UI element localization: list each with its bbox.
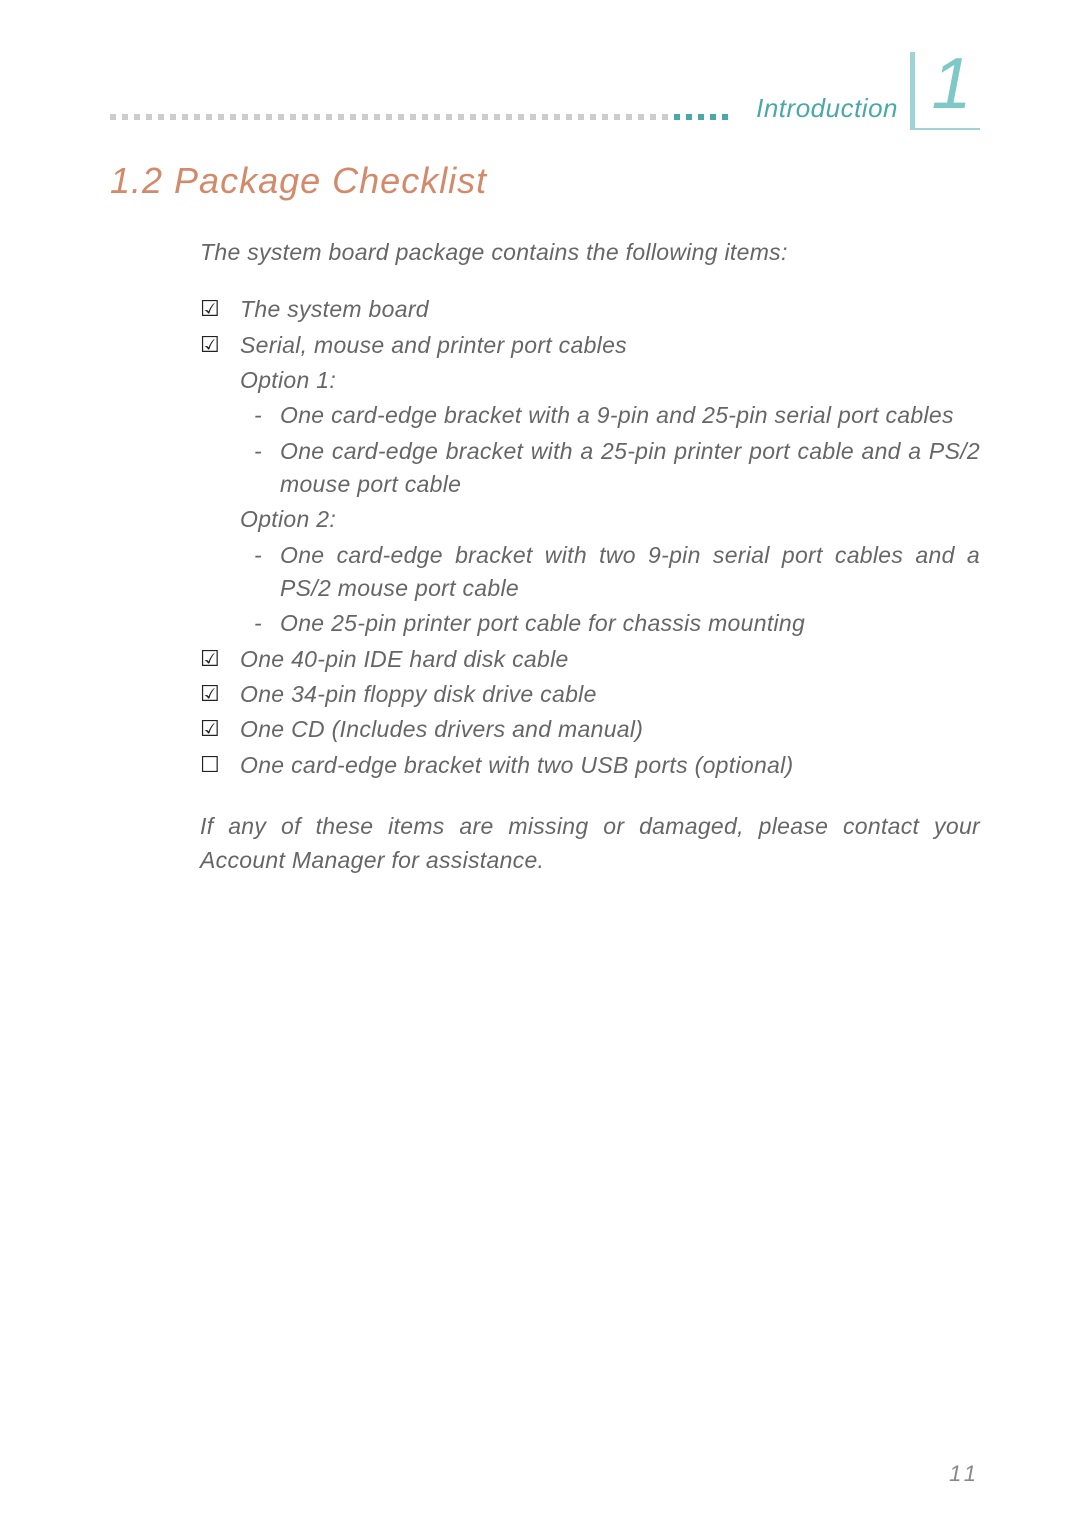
checked-icon: ☑ [200, 329, 240, 361]
page-header: Introduction 1 [110, 50, 980, 130]
sub-text: One 25-pin printer port cable for chassi… [280, 607, 805, 640]
sub-text: One card-edge bracket with a 25-pin prin… [280, 435, 980, 502]
chapter-box: 1 [910, 52, 980, 130]
list-item: ☐ One card-edge bracket with two USB por… [200, 749, 980, 782]
dash-icon: - [254, 435, 280, 502]
item-text: One 34-pin floppy disk drive cable [240, 678, 980, 711]
list-item: ☑ Serial, mouse and printer port cables … [200, 329, 980, 641]
item-text: The system board [240, 293, 980, 326]
page-number: 11 [949, 1461, 980, 1487]
checklist: ☑ The system board ☑ Serial, mouse and p… [200, 293, 980, 782]
checked-icon: ☑ [200, 678, 240, 710]
sub-text: One card-edge bracket with a 9-pin and 2… [280, 399, 954, 432]
option-label: Option 2: [240, 503, 980, 536]
sub-item: - One card-edge bracket with a 25-pin pr… [240, 435, 980, 502]
checked-icon: ☑ [200, 293, 240, 325]
sub-text: One card-edge bracket with two 9-pin ser… [280, 539, 980, 606]
section-title: 1.2 Package Checklist [110, 160, 980, 202]
chapter-number: 1 [931, 52, 971, 117]
option-label: Option 1: [240, 364, 980, 397]
list-item: ☑ One 40-pin IDE hard disk cable [200, 643, 980, 676]
item-text: One card-edge bracket with two USB ports… [240, 749, 980, 782]
dash-icon: - [254, 607, 280, 640]
sub-item: - One 25-pin printer port cable for chas… [240, 607, 980, 640]
sub-item: - One card-edge bracket with two 9-pin s… [240, 539, 980, 606]
item-text: Serial, mouse and printer port cables [240, 329, 980, 362]
intro-text: The system board package contains the fo… [200, 236, 980, 269]
checked-icon: ☑ [200, 643, 240, 675]
header-dots [110, 114, 748, 130]
page: Introduction 1 1.2 Package Checklist The… [0, 0, 1080, 917]
item-text: One CD (Includes drivers and manual) [240, 713, 980, 746]
item-block: Serial, mouse and printer port cables Op… [240, 329, 980, 641]
dash-icon: - [254, 539, 280, 606]
item-text: One 40-pin IDE hard disk cable [240, 643, 980, 676]
checked-icon: ☑ [200, 713, 240, 745]
header-label: Introduction [748, 93, 910, 130]
body-content: The system board package contains the fo… [110, 236, 980, 877]
dash-icon: - [254, 399, 280, 432]
list-item: ☑ One 34-pin floppy disk drive cable [200, 678, 980, 711]
list-item: ☑ The system board [200, 293, 980, 326]
sub-item: - One card-edge bracket with a 9-pin and… [240, 399, 980, 432]
unchecked-icon: ☐ [200, 749, 240, 781]
list-item: ☑ One CD (Includes drivers and manual) [200, 713, 980, 746]
closing-text: If any of these items are missing or dam… [200, 810, 980, 877]
